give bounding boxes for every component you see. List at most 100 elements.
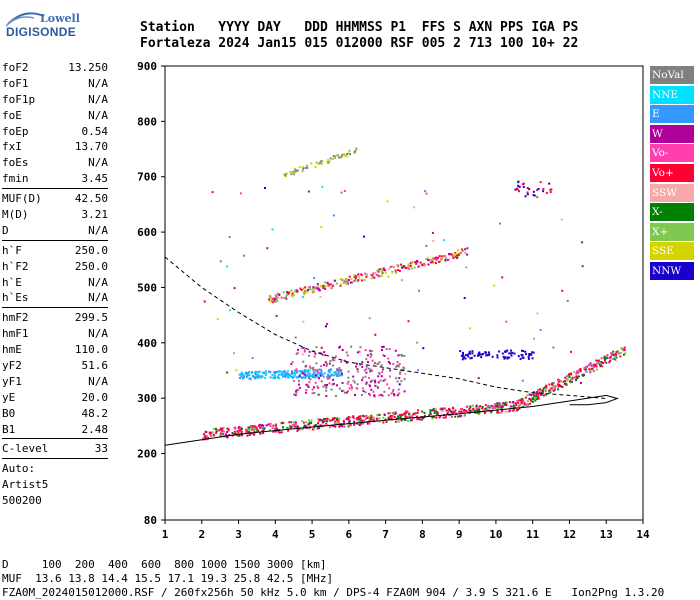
f-trace-point [553,388,556,391]
spread-echo-point [325,364,328,366]
multihop-trace-point [343,280,346,283]
spread-echo-point [295,353,298,355]
multihop-trace-point [274,294,277,297]
f-trace-point [252,432,255,435]
oblique-trace-point [264,371,267,374]
f-trace-point [609,356,612,359]
spread-echo-point [297,388,300,391]
oblique-trace-point [306,374,309,377]
f-trace-point [446,412,449,415]
f-trace-point [497,411,500,414]
oblique-trace-point [267,370,270,373]
multihop-trace-point [286,294,288,296]
oblique-trace-point [281,375,284,378]
multihop-trace-point [346,282,349,285]
f-trace-point [265,424,268,427]
f-trace-point [228,434,231,436]
f-trace-point [310,422,313,425]
multihop-trace-point [417,265,420,268]
multihop-trace-point [395,271,398,274]
nnw-echo-point [462,351,464,354]
f-trace-point [506,401,509,404]
nnw-echo-point [464,354,467,357]
multihop-trace-point [275,298,278,301]
noise-point [560,218,563,221]
x-tick-label: 12 [563,528,576,541]
f-trace-point [369,416,372,419]
spread-echo-point [374,381,377,384]
f-trace-point [262,427,265,430]
oblique-trace-point [312,373,315,376]
multihop-trace-point [452,253,455,256]
oblique-trace-point [310,374,313,377]
multihop-trace-point [280,296,283,299]
spread-echo-point [380,375,383,378]
f-trace-point [571,376,574,379]
nnw-echo-point [513,352,516,355]
multihop-trace-point [353,279,356,282]
noise-point [275,314,278,317]
multihop-trace-point [349,281,352,284]
f-trace-point [548,389,551,392]
param-value: 3.45 [81,172,109,186]
f-trace-point [497,406,500,409]
noise-point [463,297,466,299]
f-trace-point [369,418,372,421]
f-trace-point [551,386,554,389]
multihop-trace-point [450,253,453,256]
multihop-trace-point [454,255,457,258]
oblique-trace-point [246,374,249,377]
param-value: 2.48 [81,422,109,436]
f-trace-point [419,418,422,421]
multihop-trace-point [344,278,347,280]
spread-echo-point [381,346,384,348]
multihop-trace-point [430,258,433,261]
param-label: foF2 [2,61,29,74]
f-trace-point [274,423,277,426]
f-trace-point [481,407,484,410]
spread-echo-point [291,361,294,364]
f-trace-point [517,404,520,407]
f-trace-point [501,410,504,412]
f-trace-point [263,428,266,431]
spread-echo-point [298,383,301,386]
f-trace-point [539,388,541,391]
f-trace-point [595,362,598,365]
param-row-fof1: foF1 N/A [2,76,108,92]
f-trace-point [205,437,208,440]
nnw-echo-point [506,349,509,352]
f-trace-point [447,410,450,413]
multihop-trace-point [276,292,279,295]
f-trace-point [246,429,249,432]
noise-point [387,275,390,278]
spread-echo-point [382,345,385,348]
oblique-trace-point [274,372,277,375]
f-trace-point [592,369,595,372]
multihop-trace-point [276,300,279,303]
f-trace-point [248,426,251,429]
multihop-trace-point [445,257,447,259]
f-trace-point [227,428,230,431]
f-trace-point [394,412,397,415]
spread-echo-point [347,370,350,373]
oblique-trace-point [316,376,319,379]
oblique-trace-point [291,376,294,379]
f-trace-point [583,368,586,371]
f-trace-point [439,415,442,418]
f-trace-point [478,411,481,414]
oblique-trace-point [304,376,307,379]
f-trace-point [349,424,352,427]
param-separator [2,458,108,460]
nnw-high-point [549,191,552,194]
oblique-trace-point [277,370,280,373]
f-trace-point [523,403,526,406]
f-trace-point [328,426,331,429]
oblique-trace-point [272,376,275,379]
oblique-trace-point [276,371,278,373]
f-trace-point [526,402,529,405]
f-trace-point [471,409,473,412]
f-trace-point [407,420,410,422]
spread-echo-point [337,370,340,373]
f-trace-point [570,372,572,375]
spread-echo-point [341,372,343,375]
